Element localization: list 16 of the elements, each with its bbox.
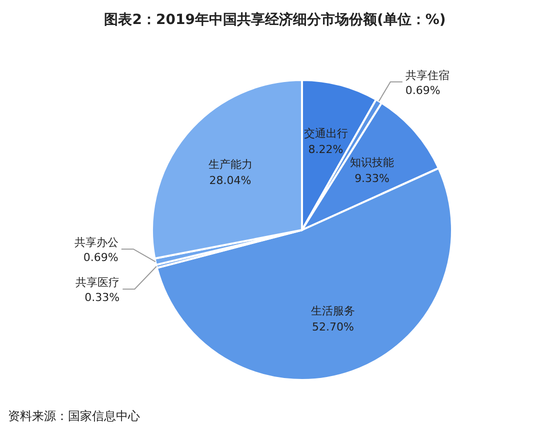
chart-title: 图表2：2019年中国共享经济细分市场份额(单位：%) bbox=[104, 11, 446, 28]
slice-label: 生产能力 bbox=[208, 158, 252, 171]
data-label: 9.33% bbox=[354, 172, 390, 185]
slice-label: 共享医疗 bbox=[76, 276, 120, 290]
slice-label: 共享办公 bbox=[74, 236, 118, 250]
data-label: 8.22% bbox=[308, 143, 344, 156]
data-label: 28.04% bbox=[209, 174, 252, 187]
data-label: 52.70% bbox=[312, 320, 354, 334]
slice-label: 知识技能 bbox=[350, 156, 394, 169]
data-label: 0.69% bbox=[83, 251, 118, 264]
text: 资料来源：国家信息中心 bbox=[8, 409, 140, 423]
slice-label: 交通出行 bbox=[304, 127, 348, 140]
data-label: 0.33% bbox=[84, 291, 120, 304]
data-label: 0.69% bbox=[405, 84, 440, 97]
slice-label: 生活服务 bbox=[311, 304, 356, 318]
slice-label: 共享住宿 bbox=[405, 68, 450, 82]
